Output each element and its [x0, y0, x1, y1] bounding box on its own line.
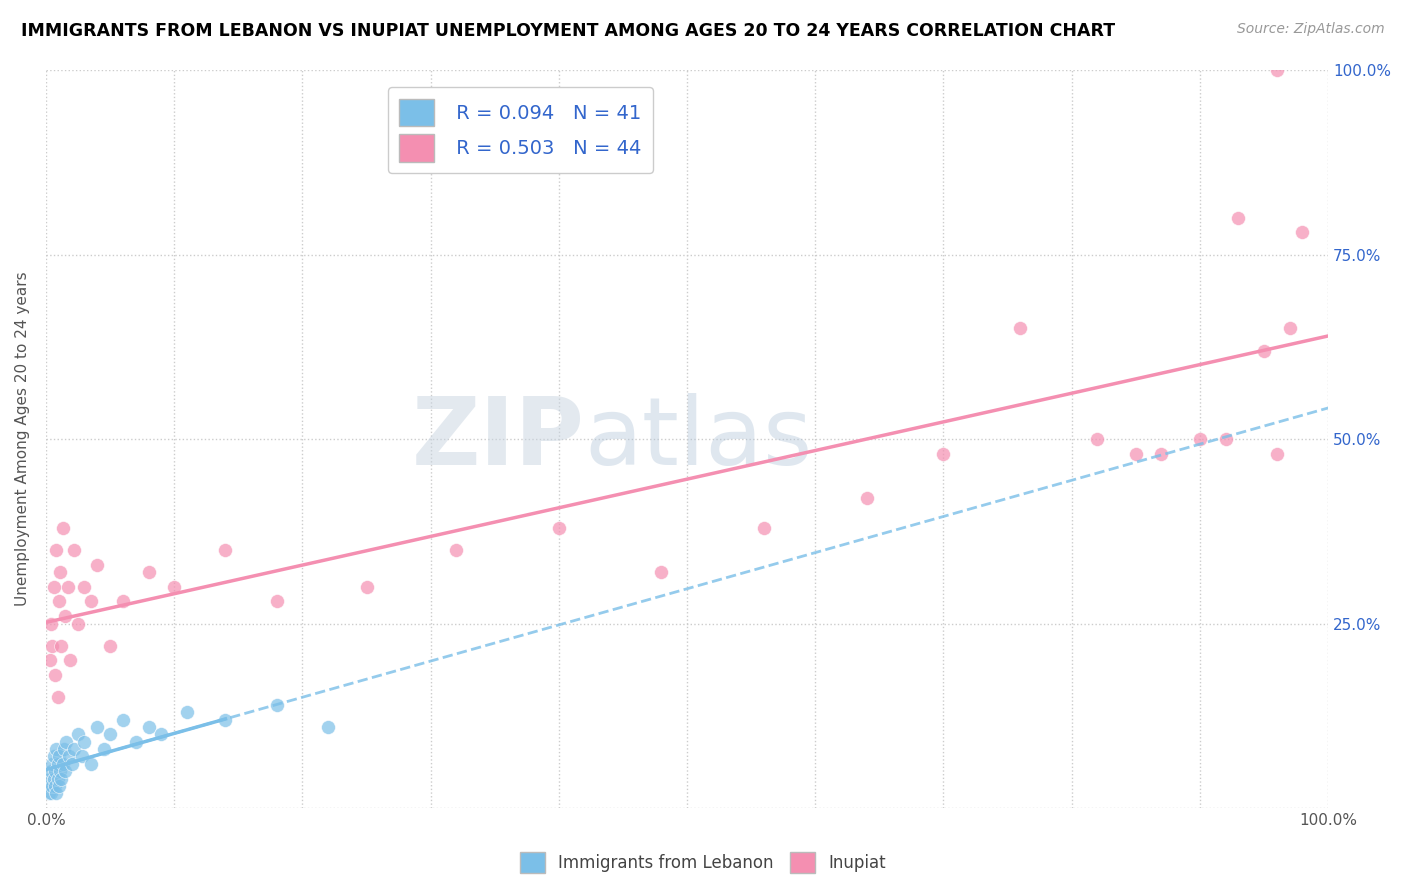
Text: IMMIGRANTS FROM LEBANON VS INUPIAT UNEMPLOYMENT AMONG AGES 20 TO 24 YEARS CORREL: IMMIGRANTS FROM LEBANON VS INUPIAT UNEMP… — [21, 22, 1115, 40]
Point — [63, 742, 86, 756]
Point — [60, 756, 83, 771]
Point — [42, 772, 65, 786]
Point — [45, 542, 67, 557]
Point — [125, 734, 148, 748]
Point — [39, 786, 62, 800]
Point — [38, 772, 60, 786]
Point — [52, 521, 75, 535]
Point — [66, 727, 89, 741]
Point — [1265, 447, 1288, 461]
Point — [52, 742, 75, 756]
Text: atlas: atlas — [585, 393, 813, 485]
Point — [1253, 343, 1275, 358]
Point — [1188, 432, 1211, 446]
Point — [80, 594, 103, 608]
Point — [49, 764, 72, 779]
Point — [44, 764, 66, 779]
Point — [138, 565, 160, 579]
Point — [41, 756, 63, 771]
Point — [38, 786, 60, 800]
Point — [45, 786, 67, 800]
Point — [1010, 321, 1032, 335]
Point — [42, 749, 65, 764]
Point — [73, 734, 96, 748]
Point — [41, 639, 63, 653]
Point — [266, 698, 288, 712]
Point — [41, 779, 63, 793]
Legend: Immigrants from Lebanon, Inupiat: Immigrants from Lebanon, Inupiat — [513, 846, 893, 880]
Legend:  R = 0.094   N = 41,  R = 0.503   N = 44: R = 0.094 N = 41, R = 0.503 N = 44 — [388, 87, 652, 173]
Point — [93, 742, 115, 756]
Point — [98, 639, 121, 653]
Point — [58, 749, 80, 764]
Point — [55, 734, 77, 748]
Point — [752, 521, 775, 535]
Point — [446, 542, 468, 557]
Point — [44, 779, 66, 793]
Point — [49, 565, 72, 579]
Point — [51, 772, 73, 786]
Point — [163, 580, 186, 594]
Point — [80, 756, 103, 771]
Point — [111, 713, 134, 727]
Point — [39, 616, 62, 631]
Point — [38, 779, 60, 793]
Point — [1150, 447, 1173, 461]
Point — [39, 764, 62, 779]
Point — [1265, 63, 1288, 78]
Text: Source: ZipAtlas.com: Source: ZipAtlas.com — [1237, 22, 1385, 37]
Point — [1125, 447, 1147, 461]
Point — [52, 756, 75, 771]
Point — [1291, 226, 1313, 240]
Point — [70, 749, 93, 764]
Point — [53, 609, 76, 624]
Point — [356, 580, 378, 594]
Point — [150, 727, 173, 741]
Point — [66, 616, 89, 631]
Point — [1227, 211, 1250, 225]
Point — [48, 779, 70, 793]
Point — [56, 580, 79, 594]
Point — [59, 653, 82, 667]
Point — [48, 594, 70, 608]
Point — [138, 720, 160, 734]
Point — [46, 772, 69, 786]
Point — [86, 558, 108, 572]
Point — [53, 764, 76, 779]
Point — [86, 720, 108, 734]
Point — [176, 705, 198, 719]
Y-axis label: Unemployment Among Ages 20 to 24 years: Unemployment Among Ages 20 to 24 years — [15, 272, 30, 607]
Point — [73, 580, 96, 594]
Point — [42, 580, 65, 594]
Point — [1085, 432, 1108, 446]
Point — [48, 749, 70, 764]
Point — [98, 727, 121, 741]
Text: ZIP: ZIP — [412, 393, 585, 485]
Point — [44, 668, 66, 682]
Point — [38, 653, 60, 667]
Point — [1215, 432, 1237, 446]
Point — [111, 594, 134, 608]
Point — [214, 713, 236, 727]
Point — [1278, 321, 1301, 335]
Point — [51, 639, 73, 653]
Point — [46, 690, 69, 705]
Point — [855, 491, 877, 505]
Point — [63, 542, 86, 557]
Point — [932, 447, 955, 461]
Point — [650, 565, 672, 579]
Point — [46, 756, 69, 771]
Point — [214, 542, 236, 557]
Point — [316, 720, 339, 734]
Point — [45, 742, 67, 756]
Point — [547, 521, 569, 535]
Point — [266, 594, 288, 608]
